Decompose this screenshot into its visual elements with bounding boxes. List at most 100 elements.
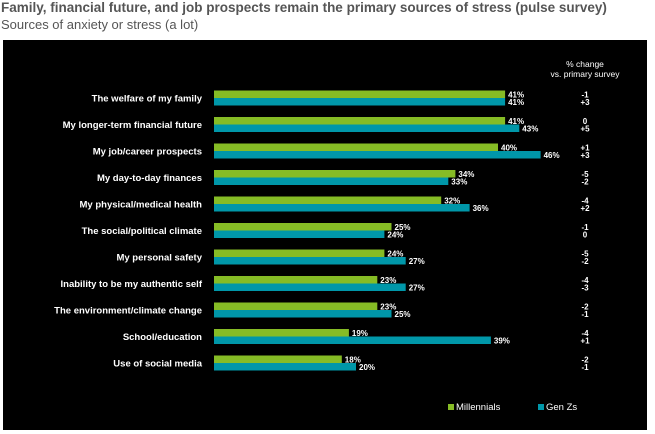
data-label: 23% xyxy=(380,303,396,312)
chart-row: My personal safety 24% -5 27% -2 xyxy=(116,249,589,266)
category-label: My physical/medical health xyxy=(80,200,203,211)
data-label: 33% xyxy=(451,178,467,187)
bar-gen-zs xyxy=(214,177,449,185)
chart-row: My longer-term financial future 41% 0 43% +5 xyxy=(63,117,590,134)
data-label: 40% xyxy=(501,144,517,153)
data-label: 41% xyxy=(508,91,524,100)
bar-millennials xyxy=(214,302,378,310)
chart-legend: Millennials Gen Zs xyxy=(448,402,577,413)
data-label: 41% xyxy=(508,98,524,107)
change-label: +3 xyxy=(580,151,590,160)
data-label: 34% xyxy=(458,170,474,179)
category-label: Inability to be my authentic self xyxy=(61,279,203,290)
legend-swatch xyxy=(448,404,454,410)
bar-gen-zs xyxy=(214,310,392,318)
bar-millennials xyxy=(214,249,385,257)
category-label: My longer-term financial future xyxy=(63,120,202,131)
change-label: -3 xyxy=(581,284,589,293)
change-label: 0 xyxy=(583,231,588,240)
bar-millennials xyxy=(214,170,456,178)
change-label: -1 xyxy=(581,91,589,100)
change-label: +2 xyxy=(580,204,590,213)
legend-item: Gen Zs xyxy=(538,402,577,413)
change-label: +1 xyxy=(580,144,590,153)
bar-chart: % change vs. primary survey The welfare … xyxy=(54,59,621,413)
data-label: 25% xyxy=(395,223,411,232)
bar-gen-zs xyxy=(214,336,491,344)
data-label: 41% xyxy=(508,117,524,126)
bar-gen-zs xyxy=(214,124,520,132)
chart-row: Use of social media 18% -2 20% -1 xyxy=(113,355,589,372)
chart-title: Family, financial future, and job prospe… xyxy=(1,0,607,15)
data-label: 24% xyxy=(387,250,403,259)
bar-millennials xyxy=(214,196,442,204)
change-label: +3 xyxy=(580,98,590,107)
data-label: 36% xyxy=(473,204,489,213)
change-header-line2: vs. primary survey xyxy=(551,69,621,79)
chart-row: My physical/medical health 32% -4 36% +2 xyxy=(80,196,590,213)
bar-gen-zs xyxy=(214,98,506,106)
change-label: -2 xyxy=(581,178,589,187)
data-label: 25% xyxy=(395,310,411,319)
bar-millennials xyxy=(214,276,378,284)
change-label: -1 xyxy=(581,363,589,372)
change-label: +1 xyxy=(580,337,590,346)
bar-millennials xyxy=(214,117,506,125)
legend-label: Millennials xyxy=(456,402,501,413)
change-label: -4 xyxy=(581,197,589,206)
bar-millennials xyxy=(214,329,349,337)
chart-row: Inability to be my authentic self 23% -4 27… xyxy=(61,276,589,293)
bar-gen-zs xyxy=(214,363,356,371)
bar-gen-zs xyxy=(214,283,406,291)
change-label: 0 xyxy=(583,117,588,126)
change-label: -2 xyxy=(581,257,589,266)
change-label: +5 xyxy=(580,125,590,134)
bar-millennials xyxy=(214,90,506,98)
data-label: 32% xyxy=(444,197,460,206)
change-header-line1: % change xyxy=(566,59,604,69)
change-label: -4 xyxy=(581,276,589,285)
change-label: -1 xyxy=(581,223,589,232)
data-label: 39% xyxy=(494,337,510,346)
data-label: 43% xyxy=(522,125,538,134)
chart-row: The social/political climate 25% -1 24% 0 xyxy=(82,223,589,240)
bar-millennials xyxy=(214,223,392,231)
chart-row: My day-to-day finances 34% -5 33% -2 xyxy=(97,170,589,187)
legend-swatch xyxy=(538,404,544,410)
data-label: 23% xyxy=(380,276,396,285)
bar-gen-zs xyxy=(214,151,541,159)
chart-rows: The welfare of my family 41% -1 41% +3 My lon… xyxy=(54,90,590,372)
category-label: My job/career prospects xyxy=(93,147,202,158)
chart-subtitle: Sources of anxiety or stress (a lot) xyxy=(1,17,199,32)
category-label: My day-to-day finances xyxy=(97,173,202,184)
data-label: 19% xyxy=(352,329,368,338)
data-label: 46% xyxy=(544,151,560,160)
chart-panel: % change vs. primary survey The welfare … xyxy=(3,40,647,430)
bar-gen-zs xyxy=(214,204,470,212)
bar-gen-zs xyxy=(214,257,406,265)
bar-millennials xyxy=(214,143,498,151)
legend-label: Gen Zs xyxy=(546,402,577,413)
category-label: The welfare of my family xyxy=(92,94,203,105)
chart-row: School/education 19% -4 39% +1 xyxy=(123,329,590,346)
chart-row: The welfare of my family 41% -1 41% +3 xyxy=(92,90,590,107)
category-label: School/education xyxy=(123,332,202,343)
bar-gen-zs xyxy=(214,230,385,238)
data-label: 27% xyxy=(409,284,425,293)
change-label: -5 xyxy=(581,250,589,259)
data-label: 27% xyxy=(409,257,425,266)
data-label: 18% xyxy=(345,356,361,365)
change-label: -1 xyxy=(581,310,589,319)
data-label: 20% xyxy=(359,363,375,372)
category-label: My personal safety xyxy=(116,253,202,264)
change-label: -2 xyxy=(581,356,589,365)
legend-item: Millennials xyxy=(448,402,501,413)
change-label: -4 xyxy=(581,329,589,338)
bar-millennials xyxy=(214,355,342,363)
category-label: The social/political climate xyxy=(82,226,202,237)
chart-row: The environment/climate change 23% -2 25% -1 xyxy=(54,302,589,319)
change-label: -5 xyxy=(581,170,589,179)
change-label: -2 xyxy=(581,303,589,312)
data-label: 24% xyxy=(387,231,403,240)
category-label: The environment/climate change xyxy=(54,306,202,317)
